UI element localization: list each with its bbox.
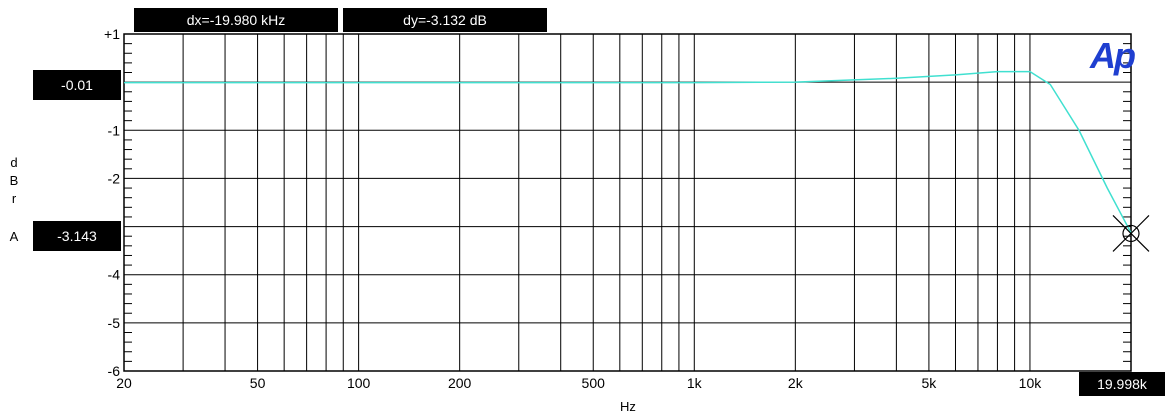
- dy-readout-text: dy=-3.132 dB: [403, 12, 487, 28]
- y-tick-label: -6: [108, 363, 121, 379]
- dx-readout: dx=-19.980 kHz: [134, 8, 338, 32]
- cursor-level-readout: -3.143: [33, 221, 121, 251]
- x-tick-label: 100: [347, 375, 371, 391]
- y-axis-label-d: d: [10, 155, 17, 170]
- cursor-level-box: [33, 221, 121, 251]
- y-axis-label: d B r A: [10, 155, 19, 244]
- x-cursor-text: 19.998k: [1097, 376, 1148, 392]
- x-tick-label: 20: [116, 375, 132, 391]
- x-cursor-readout: 19.998k: [1079, 372, 1165, 396]
- x-tick-label: 50: [250, 375, 266, 391]
- y-tick-label: -1: [108, 122, 121, 138]
- dy-readout: dy=-3.132 dB: [343, 8, 547, 32]
- y-tick-label: +1: [104, 26, 120, 42]
- cursor-cross-line[interactable]: [1112, 215, 1150, 252]
- dx-readout-box: [134, 8, 338, 32]
- y-axis-label-a: A: [10, 229, 19, 244]
- x-axis-label: Hz: [620, 399, 636, 414]
- cursor-circle[interactable]: [1122, 224, 1140, 243]
- y-tick-label: -2: [108, 170, 121, 186]
- reference-level-readout: -0.01: [33, 70, 121, 100]
- x-tick-label: 5k: [922, 375, 938, 391]
- x-cursor-box: [1079, 372, 1165, 396]
- y-tick-label: -4: [108, 267, 121, 283]
- x-tick-label: 1k: [687, 375, 703, 391]
- x-tick-label: 200: [448, 375, 472, 391]
- x-tick-label: 500: [582, 375, 606, 391]
- y-axis-label-r: r: [12, 191, 17, 206]
- dy-readout-box: [343, 8, 547, 32]
- series-layer: [124, 70, 1132, 234]
- grid: [124, 34, 1131, 371]
- reference-level-text: -0.01: [61, 77, 93, 93]
- series-line: [124, 70, 1132, 234]
- x-tick-label: 2k: [788, 375, 804, 391]
- reference-level-box: [33, 70, 121, 100]
- x-tick-label: 10k: [1019, 375, 1043, 391]
- dx-readout-text: dx=-19.980 kHz: [187, 12, 285, 28]
- y-axis-label-b: B: [10, 173, 19, 188]
- cursor-marker[interactable]: [1112, 215, 1150, 252]
- ap-logo: Ap: [1089, 35, 1135, 76]
- cursor-level-text: -3.143: [57, 228, 97, 244]
- y-tick-label: -5: [108, 315, 121, 331]
- plot-frame: [123, 33, 1132, 372]
